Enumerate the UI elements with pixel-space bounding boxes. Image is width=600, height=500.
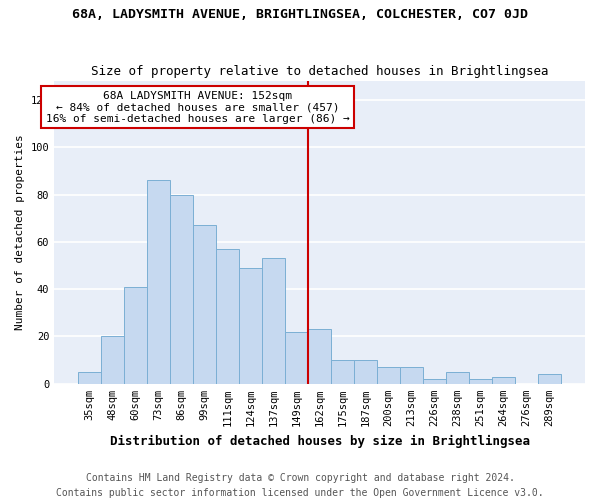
Bar: [446, 372, 469, 384]
Bar: [331, 360, 354, 384]
Bar: [170, 194, 193, 384]
Text: Contains HM Land Registry data © Crown copyright and database right 2024.
Contai: Contains HM Land Registry data © Crown c…: [56, 472, 544, 498]
Title: Size of property relative to detached houses in Brightlingsea: Size of property relative to detached ho…: [91, 66, 548, 78]
Text: 68A LADYSMITH AVENUE: 152sqm
← 84% of detached houses are smaller (457)
16% of s: 68A LADYSMITH AVENUE: 152sqm ← 84% of de…: [46, 90, 350, 124]
Bar: [262, 258, 285, 384]
Bar: [147, 180, 170, 384]
Bar: [308, 330, 331, 384]
Bar: [354, 360, 377, 384]
Bar: [101, 336, 124, 384]
Bar: [469, 379, 492, 384]
X-axis label: Distribution of detached houses by size in Brightlingsea: Distribution of detached houses by size …: [110, 434, 530, 448]
Bar: [400, 367, 423, 384]
Y-axis label: Number of detached properties: Number of detached properties: [15, 134, 25, 330]
Bar: [124, 287, 147, 384]
Bar: [538, 374, 561, 384]
Bar: [285, 332, 308, 384]
Bar: [78, 372, 101, 384]
Bar: [239, 268, 262, 384]
Bar: [216, 249, 239, 384]
Bar: [193, 226, 216, 384]
Bar: [423, 379, 446, 384]
Bar: [492, 376, 515, 384]
Bar: [377, 367, 400, 384]
Text: 68A, LADYSMITH AVENUE, BRIGHTLINGSEA, COLCHESTER, CO7 0JD: 68A, LADYSMITH AVENUE, BRIGHTLINGSEA, CO…: [72, 8, 528, 20]
